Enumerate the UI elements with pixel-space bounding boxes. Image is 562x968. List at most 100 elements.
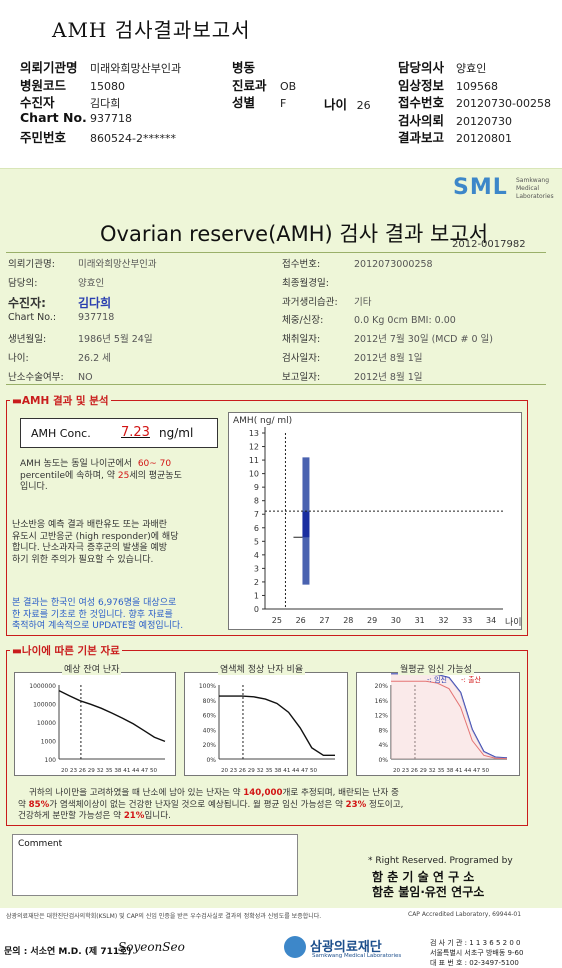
y-tick-label: 1000 <box>41 739 56 746</box>
foundation-logo-icon <box>284 936 306 958</box>
x-tick-label: 25 <box>272 616 282 625</box>
comment-box: Comment <box>12 834 298 896</box>
info-value: 김다희 <box>78 295 112 310</box>
series-line <box>219 695 335 757</box>
y-tick-label: 0% <box>378 757 388 764</box>
info-row: Chart No.: 937718 <box>8 312 114 323</box>
info-row: 최종월경일: <box>282 275 354 289</box>
header-left-row: 주민번호 860524-2****** <box>20 127 176 146</box>
y-tick-label: 1000000 <box>29 683 56 690</box>
footer <box>0 930 562 968</box>
cap-accreditation: CAP Accredited Laboratory, 69944-01 <box>408 911 522 918</box>
text-line: 난소반응 예측 결과 배란유도 또는 과배란 <box>12 520 168 530</box>
amh-result-section <box>6 400 528 636</box>
header-age: 나이 26 <box>324 97 371 112</box>
text-line: 축적하여 계속적으로 UPDATE할 예정입니다. <box>12 621 184 631</box>
x-tick-label: 30 <box>391 616 401 625</box>
divider <box>6 252 546 253</box>
info-label: 수진자: <box>8 295 46 310</box>
info-row: 체중/신장: 0.0 Kg 0cm BMI: 0.00 <box>282 312 456 326</box>
contact-info: 검 사 기 관 : 1 1 3 6 5 2 0 0 서울특별시 서초구 방배동 … <box>430 939 524 967</box>
header-mid-row: 병동 <box>232 57 280 76</box>
amh-conc-value: 7.23 <box>121 425 150 440</box>
field-label: 주민번호 <box>20 130 67 145</box>
x-tick-label: 33 <box>462 616 472 625</box>
x-tick-labels: 20 23 26 29 32 35 38 41 44 47 50 <box>221 768 318 774</box>
remaining-eggs-chart: 1000000 100000 10000 1000 100 20 23 26 29 32 … <box>29 683 166 774</box>
chart-title-ratio: 염색체 정상 난자 비율 <box>218 662 306 675</box>
field-value: 20120730-00258 <box>456 97 551 110</box>
info-row: 난소수술여부: NO <box>8 369 93 383</box>
field-value: 860524-2****** <box>90 132 176 145</box>
x-tick-label: 34 <box>486 616 496 625</box>
y-tick-label: 100% <box>199 683 216 690</box>
y-tick-label: 8% <box>378 727 388 734</box>
x-tick-labels: 20 23 26 29 32 35 38 41 44 47 50 <box>61 768 158 774</box>
info-label: 난소수술여부: <box>8 371 64 383</box>
text-line: 하기 위한 주의가 필요할 수 있습니다. <box>12 554 154 565</box>
field-label: 검사의뢰 <box>398 112 445 128</box>
chart-title-eggs: 예상 잔여 난자 <box>62 662 122 675</box>
legend-pregnancy: -: 임신 <box>427 675 447 684</box>
info-label: 최종월경일: <box>282 277 329 289</box>
document-title: AMH 검사결과보고서 <box>52 18 251 42</box>
info-label: Chart No.: <box>8 312 57 324</box>
field-value: 15080 <box>90 79 125 93</box>
y-tick-label: 8 <box>254 497 259 506</box>
report-number: 2012-0017982 <box>452 239 526 250</box>
header-right-row: 접수번호 20120730-00258 <box>398 92 551 111</box>
y-tick-label: 0% <box>206 757 216 764</box>
y-tick-label: 7 <box>254 510 259 519</box>
normal-egg-ratio-chart: 100% 80% 60% 40% 20% 0% 20 23 26 29 32 35 38 4… <box>199 683 335 774</box>
field-label: 결과보고 <box>398 130 445 145</box>
field-value: OB <box>280 79 297 93</box>
info-value: 0.0 Kg 0cm BMI: 0.00 <box>354 315 456 327</box>
field-label: 병원코드 <box>20 77 67 93</box>
info-label: 접수번호: <box>282 259 321 270</box>
x-tick-label: 28 <box>343 616 353 625</box>
y-tick-label: 20% <box>375 683 389 690</box>
amh-interpretation: AMH 농도는 동일 나이군에서 60~ 70 percentile에 속하며,… <box>20 459 182 492</box>
amh-section-label: ▬AMH 결과 및 분석 <box>10 393 111 408</box>
data-source-note: 본 결과는 한국인 여성 6,976명을 대상으로 한 자료를 기초로 한 것입니… <box>12 598 227 633</box>
field-value: 양효인 <box>456 62 487 75</box>
field-label: Chart No. <box>20 109 87 125</box>
field-label: 수진자 <box>20 95 55 110</box>
field-label: 병동 <box>232 60 256 75</box>
header-right-row: 담당의사 양효인 <box>398 57 486 76</box>
y-tick-label: 13 <box>249 429 259 438</box>
info-label: 나이: <box>8 353 29 364</box>
y-tick-label: 16% <box>375 698 389 705</box>
y-tick-label: 10000 <box>37 720 56 727</box>
sml-logo: SML <box>453 175 508 200</box>
header-left-row: Chart No. 937718 <box>20 110 132 125</box>
text-line: 합니다. 난소과자극 증후군의 발생을 예방 <box>12 543 168 553</box>
divider <box>6 384 546 385</box>
ovarian-response-note: 난소반응 예측 결과 배란유도 또는 과배란 유도시 고반응군 (high res… <box>12 520 222 566</box>
amh-conc-unit: ng/ml <box>159 426 194 440</box>
field-value: F <box>280 97 287 110</box>
info-row: 의뢰기관명: 미래와희망산부인과 <box>8 256 157 270</box>
header-left-row: 의뢰기관명 미래와희망산부인과 <box>20 57 181 76</box>
y-tick-label: 12% <box>375 713 389 720</box>
research-institute-name: 함춘 불임·유전 연구소 <box>372 885 485 899</box>
x-tick-label: 29 <box>367 616 377 625</box>
info-label: 체중/신장: <box>282 315 324 327</box>
field-value: 20120801 <box>456 132 512 145</box>
text-line: 한 자료를 기초로 한 것입니다. 향후 자료를 <box>12 609 173 620</box>
info-row: 보고일자: 2012년 8월 1일 <box>282 369 423 383</box>
header-right-row: 결과보고 20120801 <box>398 127 512 146</box>
foundation-name-en: Samkwang Medical Laboratories <box>312 953 402 959</box>
info-value: 2012년 7월 30일 (MCD # 0 일) <box>354 334 493 346</box>
x-tick-label: 32 <box>438 616 448 625</box>
chart-title-pregnancy: 월평균 임신 가능성 <box>398 662 474 675</box>
info-value: 26.2 세 <box>78 353 111 364</box>
info-label: 의뢰기관명: <box>8 259 55 270</box>
y-tick-label: 20% <box>203 742 217 749</box>
y-tick-label: 11 <box>249 456 259 465</box>
info-value: 미래와희망산부인과 <box>78 259 157 270</box>
comment-label: Comment <box>18 839 63 849</box>
y-tick-label: 0 <box>254 605 259 614</box>
field-label: 진료과 <box>232 77 267 93</box>
foundation-name: 삼광의료재단 <box>310 940 382 955</box>
